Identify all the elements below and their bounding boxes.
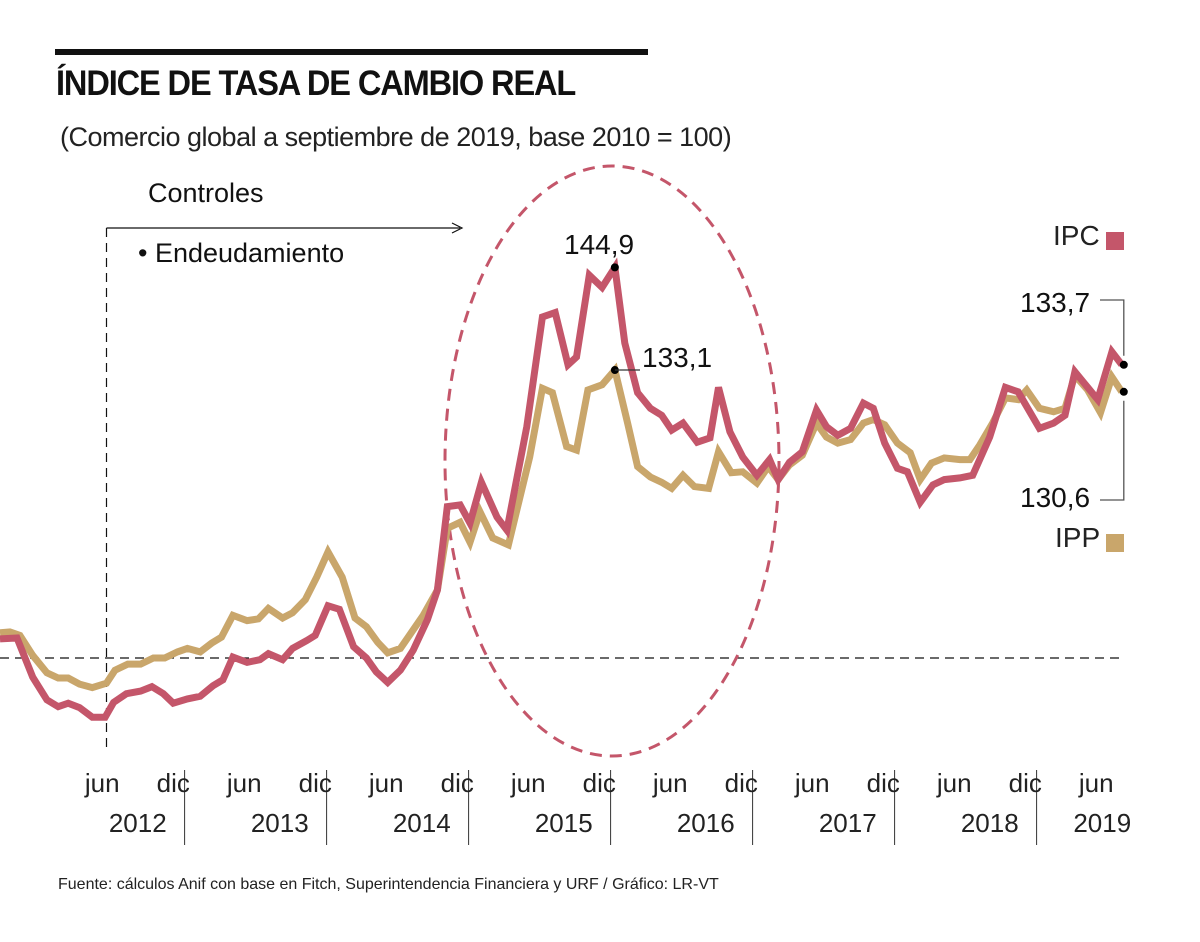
controls-annotation-title: Controles — [148, 178, 264, 208]
x-tick-year-2018: 2018 — [960, 808, 1019, 838]
x-tick-dic-2012: dic — [156, 768, 190, 798]
x-tick-jun-2015: jun — [510, 768, 546, 798]
legend-ipc-label: IPC — [1053, 220, 1100, 251]
x-tick-year-2015: 2015 — [534, 808, 593, 838]
last-ipp-bracket — [1100, 400, 1125, 501]
last-ipp-label: 130,6 — [1020, 482, 1091, 513]
x-tick-year-2013: 2013 — [250, 808, 309, 838]
last-ipc-bracket — [1100, 299, 1125, 356]
source-footer: Fuente: cálculos Anif con base en Fitch,… — [58, 876, 719, 893]
series-line-ipp — [0, 362, 1125, 692]
last-ipc-marker — [1119, 360, 1128, 369]
legend-ipc-swatch — [1105, 231, 1124, 250]
highlight-ellipse — [443, 164, 781, 758]
x-tick-dic-2016: dic — [724, 768, 758, 798]
x-tick-jun-2013: jun — [226, 768, 262, 798]
legend-ipc: IPC — [1053, 220, 1124, 252]
x-tick-jun-2018: jun — [936, 768, 972, 798]
x-tick-year-2012: 2012 — [108, 808, 167, 838]
peak-ipp-label: 133,1 — [642, 342, 713, 373]
chart-title: ÍNDICE DE TASA DE CAMBIO REAL — [56, 64, 576, 103]
legend-ipp-swatch — [1106, 533, 1125, 552]
peak-ipc-marker — [610, 263, 619, 272]
x-tick-year-2014: 2014 — [392, 808, 451, 838]
x-tick-jun-2019: jun — [1078, 768, 1114, 798]
chart-subtitle: (Comercio global a septiembre de 2019, b… — [60, 122, 732, 152]
x-tick-jun-2017: jun — [794, 768, 830, 798]
x-tick-year-2017: 2017 — [818, 808, 877, 838]
x-tick-jun-2012: jun — [84, 768, 120, 798]
x-tick-dic-2015: dic — [582, 768, 616, 798]
legend-ipp: IPP — [1055, 522, 1125, 554]
x-tick-dic-2013: dic — [298, 768, 332, 798]
x-tick-jun-2014: jun — [368, 768, 404, 798]
x-tick-year-2019: 2019 — [1073, 808, 1132, 838]
x-tick-year-2016: 2016 — [676, 808, 735, 838]
x-tick-dic-2014: dic — [440, 768, 474, 798]
title-rule — [55, 49, 648, 55]
last-ipp-marker — [1119, 387, 1128, 396]
x-tick-dic-2018: dic — [1008, 768, 1042, 798]
last-ipc-label: 133,7 — [1020, 287, 1091, 318]
legend-ipp-label: IPP — [1055, 522, 1101, 553]
x-tick-jun-2016: jun — [652, 768, 688, 798]
peak-ipc-label: 144,9 — [564, 229, 635, 260]
controls-annotation-item: • Endeudamiento — [138, 238, 345, 268]
controls-arrow-head-icon — [451, 222, 464, 234]
series-line-ipc — [0, 257, 1125, 721]
x-tick-dic-2017: dic — [866, 768, 900, 798]
